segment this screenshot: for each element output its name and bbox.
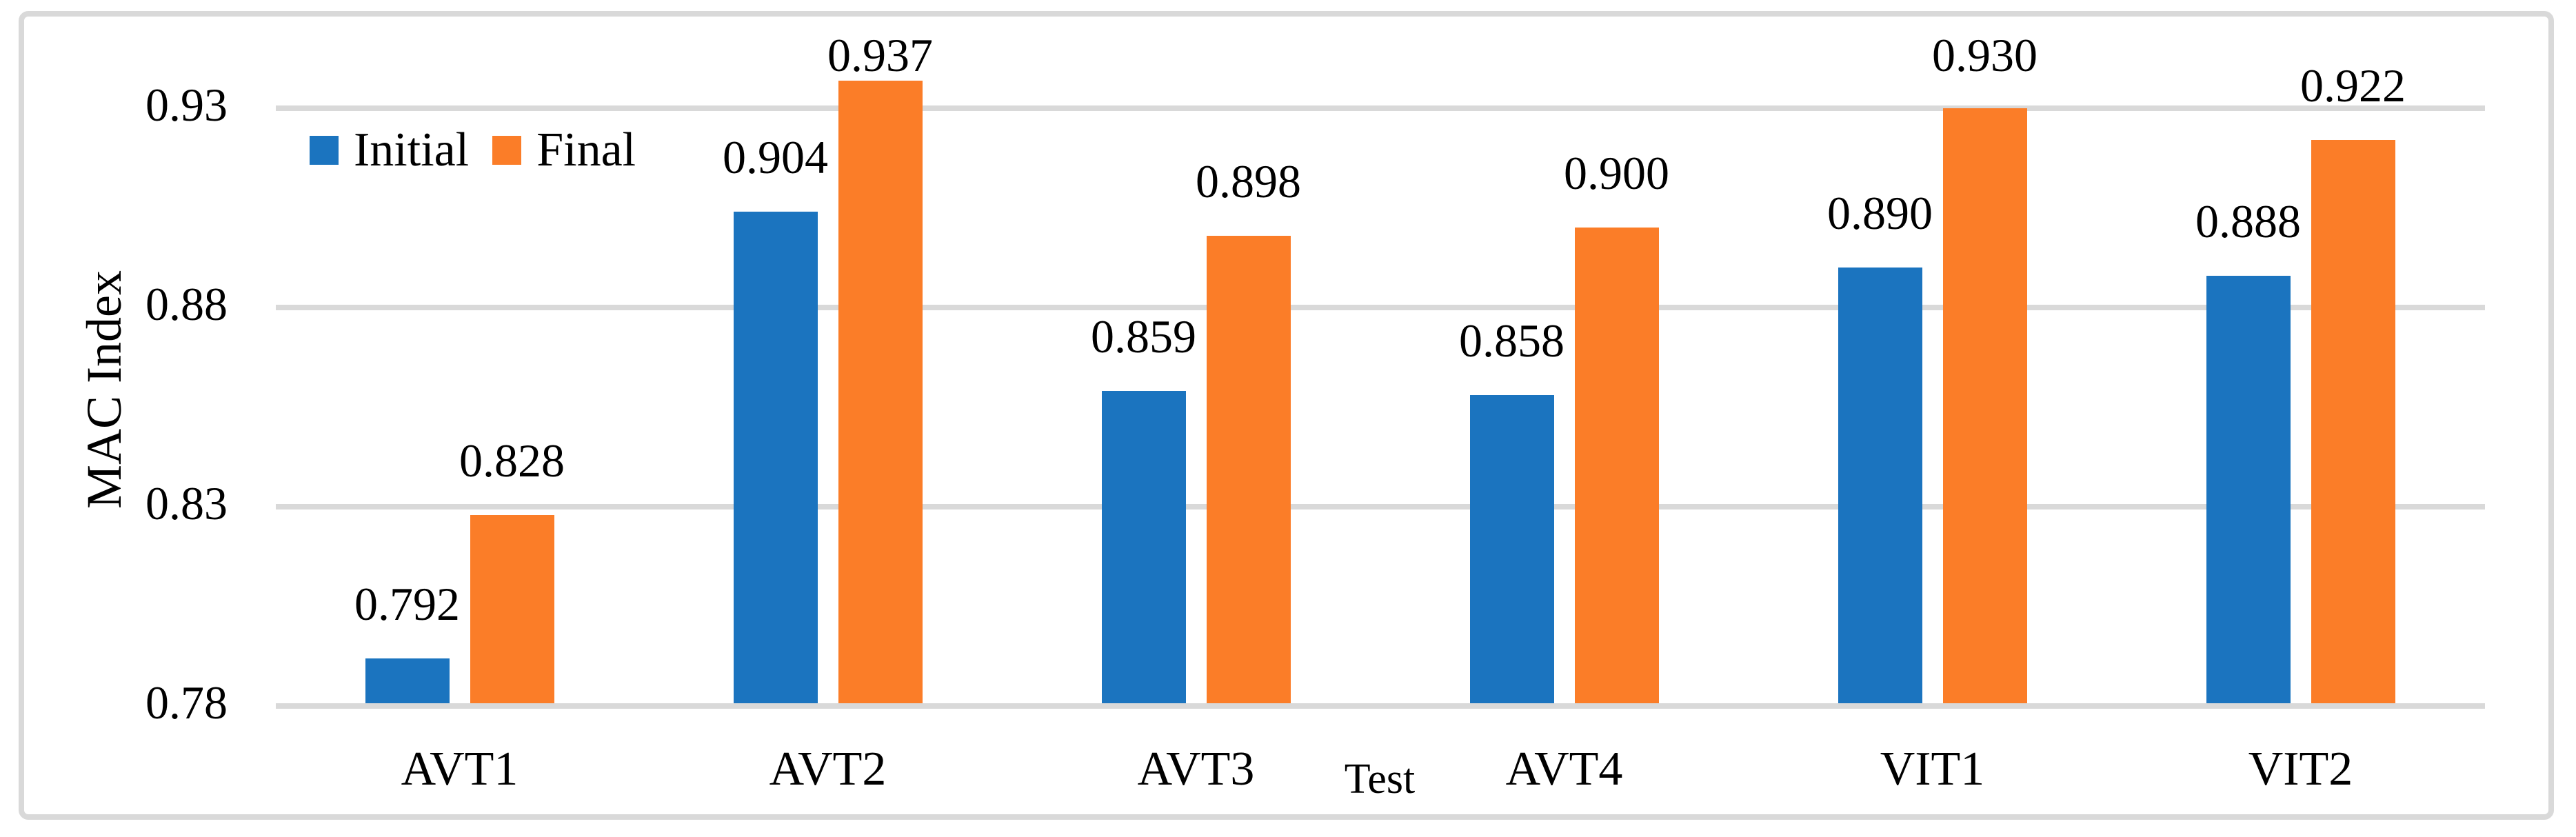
- figure-border: [19, 11, 2554, 820]
- gridline-0.93: [275, 105, 2485, 111]
- data-label-initial-vit2: 0.888: [2195, 194, 2301, 248]
- bar-initial-avt4: [1469, 395, 1554, 703]
- x-axis-title: Test: [1344, 756, 1416, 803]
- data-label-initial-avt2: 0.904: [723, 131, 828, 184]
- x-category-label-vit1: VIT1: [1880, 743, 1985, 796]
- bar-initial-avt1: [365, 658, 450, 703]
- y-axis-title: MAC Index: [77, 270, 132, 509]
- x-category-label-avt3: AVT3: [1137, 743, 1255, 796]
- y-tick-label: 0.88: [145, 278, 228, 330]
- data-label-final-avt4: 0.900: [1564, 147, 1669, 200]
- bar-final-vit1: [1942, 108, 2027, 703]
- legend-swatch-initial: [310, 136, 339, 165]
- bar-initial-avt3: [1101, 391, 1186, 703]
- legend-label-initial: Initial: [354, 123, 470, 177]
- legend-swatch-final: [492, 136, 522, 165]
- legend-label-final: Final: [536, 123, 636, 177]
- data-label-initial-avt3: 0.859: [1091, 310, 1196, 363]
- bar-initial-vit2: [2206, 275, 2291, 703]
- bar-final-avt4: [1574, 228, 1659, 703]
- data-label-final-avt2: 0.937: [827, 29, 933, 81]
- data-label-initial-avt1: 0.792: [354, 577, 460, 630]
- bar-final-vit2: [2311, 140, 2395, 703]
- x-category-label-avt4: AVT4: [1505, 743, 1623, 796]
- bar-final-avt1: [470, 514, 554, 703]
- bar-final-avt2: [838, 80, 923, 703]
- gridline-0.83: [275, 504, 2485, 510]
- data-label-initial-vit1: 0.890: [1827, 187, 1933, 240]
- data-label-final-vit1: 0.930: [1932, 29, 2037, 81]
- y-tick-label: 0.93: [145, 79, 228, 131]
- bar-initial-vit1: [1838, 268, 1922, 703]
- y-tick-label: 0.83: [145, 477, 228, 530]
- gridline-0.78: [275, 703, 2485, 709]
- data-label-final-avt1: 0.828: [459, 434, 565, 487]
- data-label-final-vit2: 0.922: [2300, 59, 2406, 112]
- y-tick-label: 0.78: [145, 676, 228, 729]
- gridline-0.88: [275, 305, 2485, 310]
- x-category-label-avt1: AVT1: [401, 743, 519, 796]
- bar-initial-avt2: [733, 212, 818, 703]
- x-category-label-avt2: AVT2: [769, 743, 887, 796]
- x-category-label-vit2: VIT2: [2248, 743, 2353, 796]
- data-label-final-avt3: 0.898: [1196, 154, 1301, 208]
- data-label-initial-avt4: 0.858: [1459, 314, 1564, 367]
- bar-final-avt3: [1206, 235, 1291, 703]
- legend: Initial Final: [310, 126, 636, 174]
